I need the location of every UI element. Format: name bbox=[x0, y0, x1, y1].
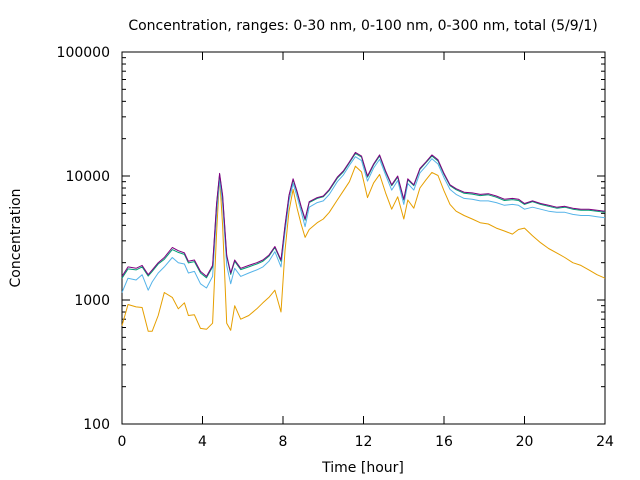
x-tick-label: 12 bbox=[355, 434, 373, 450]
series-group bbox=[121, 151, 606, 332]
y-tick-label: 100000 bbox=[57, 45, 110, 61]
x-tick-label: 4 bbox=[198, 434, 207, 450]
x-tick-label: 20 bbox=[516, 434, 534, 450]
y-tick-label: 100 bbox=[83, 417, 110, 433]
x-tick-label: 16 bbox=[435, 434, 453, 450]
plot-frame bbox=[121, 51, 606, 425]
axis-ticks: 0 4 8 12 16 20 24 100 1000 10000 100000 bbox=[57, 45, 614, 450]
series-line bbox=[121, 151, 606, 277]
y-axis-label: Concentration bbox=[8, 188, 24, 287]
chart-title: Concentration, ranges: 0-30 nm, 0-100 nm… bbox=[128, 18, 597, 34]
x-tick-label: 8 bbox=[279, 434, 288, 450]
x-axis-label: Time [hour] bbox=[321, 460, 404, 476]
x-tick-label: 0 bbox=[118, 434, 127, 450]
series-line bbox=[121, 153, 606, 279]
series-line bbox=[121, 156, 606, 293]
series-line bbox=[121, 165, 606, 332]
x-tick-label: 24 bbox=[596, 434, 614, 450]
y-tick-label: 1000 bbox=[74, 293, 110, 309]
y-tick-label: 10000 bbox=[65, 169, 110, 185]
